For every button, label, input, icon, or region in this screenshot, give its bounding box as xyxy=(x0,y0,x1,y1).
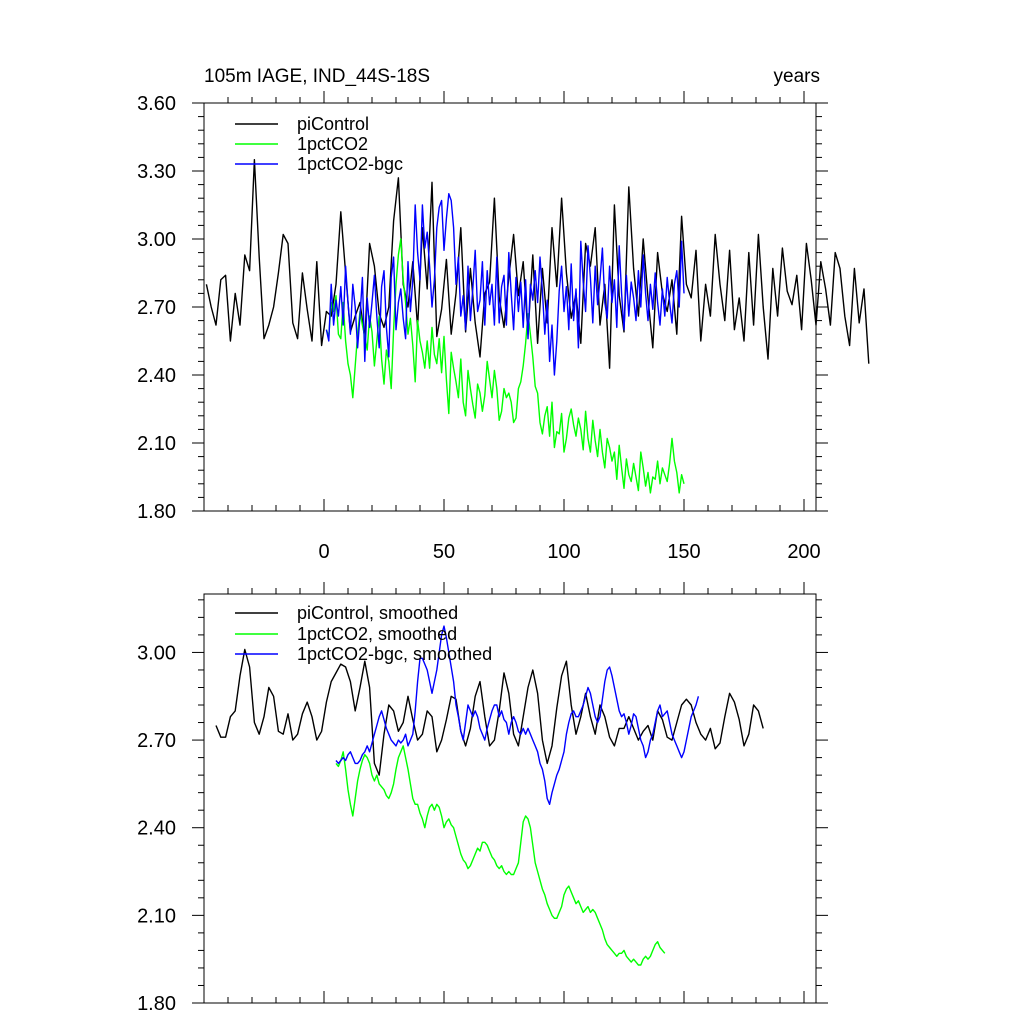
top-series-line-1pctco2 xyxy=(325,238,685,494)
bottom-plot-frame xyxy=(203,593,817,1004)
top-panel: 105m IAGE, IND_44S-18S years 1.80 2.10 2.4… xyxy=(137,66,870,563)
legend-label-1pctco2-smoothed: 1pctCO2, smoothed xyxy=(297,624,457,644)
top-x-tick-label: 50 xyxy=(433,541,455,563)
bottom-y-tick-label: 2.70 xyxy=(137,730,176,752)
top-y-tick-label: 3.30 xyxy=(137,161,176,183)
top-x-tick-label: 100 xyxy=(547,541,580,563)
top-y-tick-label: 2.70 xyxy=(137,297,176,319)
top-y-tick-label: 1.80 xyxy=(137,501,176,523)
legend-label-1pctco2-bgc: 1pctCO2-bgc xyxy=(297,154,403,174)
top-legend: piControl 1pctCO2 1pctCO2-bgc xyxy=(235,114,403,174)
top-series-line-1pctco2-bgc xyxy=(325,192,685,376)
top-x-tick-label: 150 xyxy=(667,541,700,563)
top-x-tick-label: 0 xyxy=(318,541,329,563)
bottom-y-tick-label: 3.00 xyxy=(137,642,176,664)
legend-label-picontrol: piControl xyxy=(297,114,369,134)
bottom-y-tick-label: 2.40 xyxy=(137,818,176,840)
bottom-y-tick-label: 1.80 xyxy=(137,993,176,1015)
bottom-series-group xyxy=(215,625,764,966)
bottom-panel: 1.80 2.10 2.40 2.70 3.00 piControl, smoothed… xyxy=(137,582,828,1015)
bottom-series-line-1pctco2-bgc-smoothed xyxy=(335,625,700,805)
chart-title-left: 105m IAGE, IND_44S-18S xyxy=(204,66,430,87)
bottom-axis-ticks: 1.80 2.10 2.40 2.70 3.00 xyxy=(137,582,828,1015)
legend-label-picontrol-smoothed: piControl, smoothed xyxy=(297,603,458,623)
top-y-tick-label: 2.10 xyxy=(137,433,176,455)
chart-title-right: years xyxy=(774,66,820,87)
top-y-tick-label: 3.00 xyxy=(137,229,176,251)
top-series-group xyxy=(205,158,870,494)
top-y-tick-label: 3.60 xyxy=(137,93,176,115)
bottom-series-line-1pctco2-smoothed xyxy=(335,745,666,966)
top-series-line-picontrol xyxy=(205,158,870,369)
top-plot-frame xyxy=(203,102,817,512)
legend-label-1pctco2: 1pctCO2 xyxy=(297,134,368,154)
bottom-series-line-picontrol-smoothed xyxy=(215,648,764,776)
top-y-tick-label: 2.40 xyxy=(137,365,176,387)
legend-label-1pctco2-bgc-smoothed: 1pctCO2-bgc, smoothed xyxy=(297,644,492,664)
top-axis-ticks: 1.80 2.10 2.40 2.70 3.00 3.30 3.60 0 50 100 150 200 xyxy=(137,91,828,563)
bottom-y-tick-label: 2.10 xyxy=(137,905,176,927)
top-x-tick-label: 200 xyxy=(787,541,820,563)
bottom-legend: piControl, smoothed 1pctCO2, smoothed 1p… xyxy=(235,603,492,664)
